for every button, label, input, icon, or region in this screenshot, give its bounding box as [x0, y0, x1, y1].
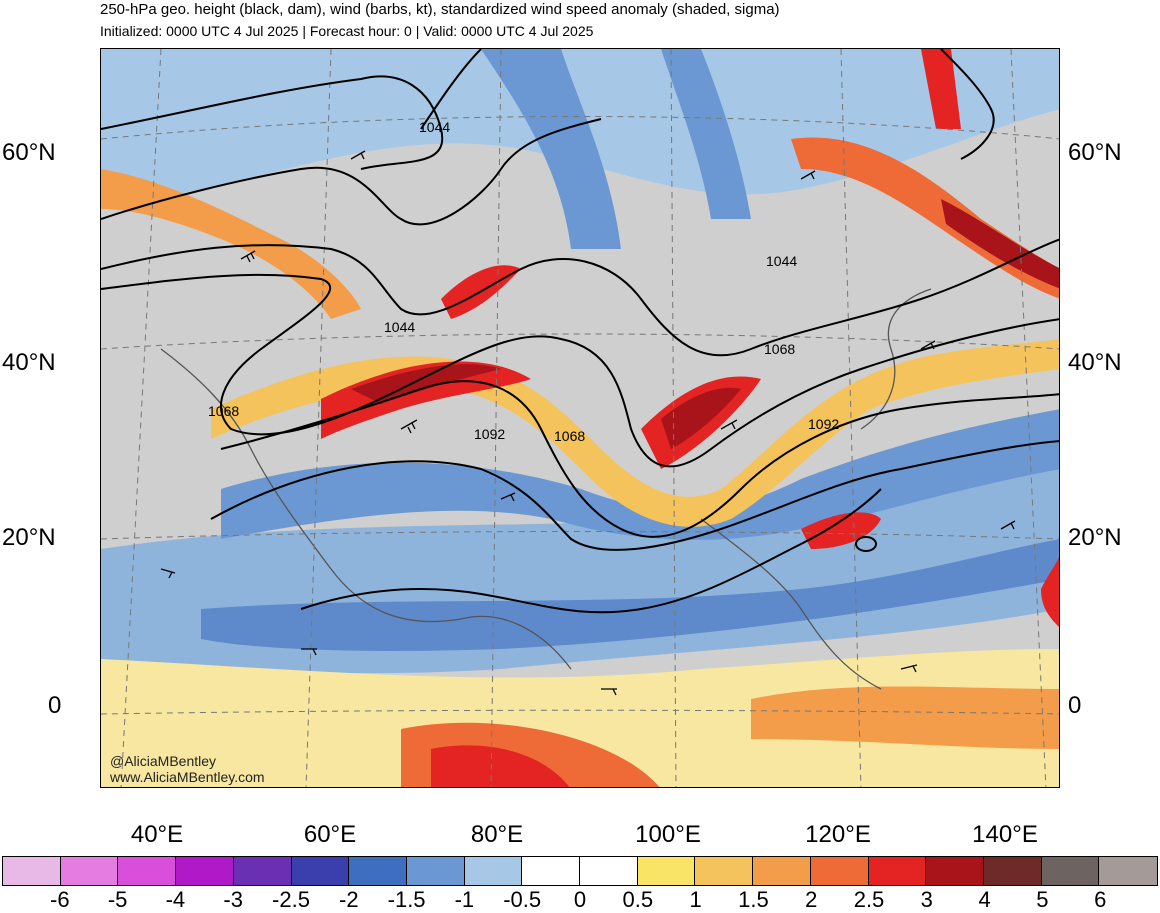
colorbar-swatch [926, 857, 984, 885]
colorbar-label: -5 [107, 887, 128, 912]
colorbar-label: -4 [165, 887, 186, 912]
colorbar-label: -1.5 [387, 887, 426, 912]
lon-label: 60°E [303, 821, 357, 848]
colorbar-label: 5 [1036, 887, 1049, 912]
colorbar-label: 3 [920, 887, 933, 912]
colorbar-swatch [406, 857, 465, 885]
weather-map: 1044 1044 1044 1068 1068 1068 1092 1092 [100, 48, 1060, 788]
colorbar-swatch [464, 857, 523, 885]
colorbar-label: 0.5 [622, 887, 654, 912]
colorbar-swatch [810, 857, 869, 885]
credit-handle: @AliciaMBentley [110, 753, 217, 769]
lon-label: 120°E [805, 821, 871, 848]
colorbar-swatch [637, 857, 696, 885]
lat-label-right: 60°N [1068, 139, 1122, 166]
colorbar-label: 1 [689, 887, 702, 912]
colorbar-swatch [868, 857, 927, 885]
colorbar-swatch [753, 857, 811, 885]
colorbar-swatch [580, 857, 638, 885]
lat-label-left: 60°N [2, 139, 56, 166]
contour-label: 1092 [474, 426, 505, 442]
lat-label-left: 40°N [2, 349, 56, 376]
colorbar-swatch [291, 857, 350, 885]
colorbar-swatch [118, 857, 177, 885]
colorbar-label: -6 [50, 887, 70, 912]
colorbar-swatch [983, 857, 1042, 885]
lon-label: 80°E [470, 821, 524, 848]
colorbar-label: 4 [978, 887, 991, 912]
colorbar-label: 1.5 [738, 887, 769, 912]
colorbar-label: 6 [1094, 887, 1107, 912]
contour-label: 1092 [808, 416, 839, 432]
colorbar-label: -2.5 [272, 887, 310, 912]
colorbar-swatch [176, 857, 234, 885]
map-canvas: 1044 1044 1044 1068 1068 1068 1092 1092 [101, 49, 1059, 787]
colorbar-swatch [349, 857, 407, 885]
colorbar-label: -1 [454, 887, 475, 912]
colorbar [2, 856, 1158, 886]
lat-label-left: 20°N [2, 524, 56, 551]
colorbar-label: -0.5 [503, 887, 542, 912]
lat-label-left: 0 [48, 692, 62, 719]
contour-label: 1068 [554, 428, 585, 444]
lat-label-right: 0 [1068, 692, 1082, 719]
lat-label-right: 20°N [1068, 524, 1122, 551]
lon-label: 100°E [635, 821, 701, 848]
colorbar-label: -2 [339, 887, 359, 912]
contour-label: 1068 [208, 403, 239, 419]
lon-label: 40°E [130, 821, 184, 848]
contour-label: 1068 [764, 341, 795, 357]
contour-label: 1044 [766, 253, 797, 269]
colorbar-swatch [60, 857, 119, 885]
colorbar-label: 2 [805, 887, 818, 912]
lon-label: 140°E [972, 821, 1038, 848]
contour-label: 1044 [384, 319, 415, 335]
colorbar-label: 0 [573, 887, 587, 912]
lat-label-right: 40°N [1068, 349, 1122, 376]
colorbar-swatch [1099, 857, 1158, 885]
colorbar-swatch [1041, 857, 1100, 885]
colorbar-label: 2.5 [853, 887, 885, 912]
colorbar-swatch [3, 857, 61, 885]
colorbar-swatch [522, 857, 581, 885]
colorbar-label: -3 [223, 887, 243, 912]
chart-subtitle: Initialized: 0000 UTC 4 Jul 2025 | Forec… [100, 23, 594, 39]
contour-label: 1044 [419, 119, 450, 135]
colorbar-swatch [233, 857, 292, 885]
colorbar-swatch [695, 857, 754, 885]
chart-title: 250-hPa geo. height (black, dam), wind (… [100, 1, 780, 18]
credit-url: www.AliciaMBentley.com [110, 769, 265, 785]
